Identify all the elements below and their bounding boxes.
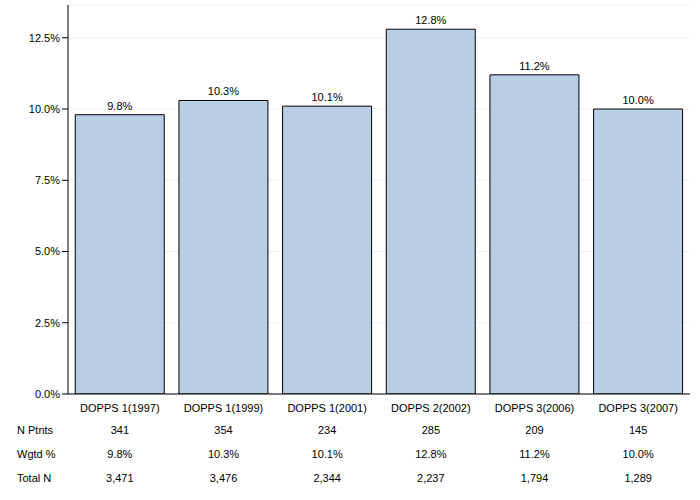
svg-text:0.0%: 0.0% xyxy=(35,388,60,400)
svg-text:209: 209 xyxy=(525,424,543,436)
svg-text:11.2%: 11.2% xyxy=(519,448,550,460)
svg-text:DOPPS 2(2002): DOPPS 2(2002) xyxy=(391,402,470,414)
svg-text:3,471: 3,471 xyxy=(106,472,134,484)
svg-text:354: 354 xyxy=(214,424,232,436)
svg-text:10.3%: 10.3% xyxy=(208,85,239,97)
svg-text:11.2%: 11.2% xyxy=(519,60,550,72)
svg-text:DOPPS 1(1999): DOPPS 1(1999) xyxy=(184,402,263,414)
svg-text:2,237: 2,237 xyxy=(417,472,445,484)
svg-text:145: 145 xyxy=(629,424,647,436)
svg-text:Wgtd %: Wgtd % xyxy=(17,448,56,460)
svg-text:2,344: 2,344 xyxy=(313,472,341,484)
svg-text:DOPPS 3(2006): DOPPS 3(2006) xyxy=(495,402,574,414)
svg-text:9.8%: 9.8% xyxy=(107,448,132,460)
svg-text:341: 341 xyxy=(111,424,129,436)
svg-text:10.0%: 10.0% xyxy=(29,103,60,115)
svg-text:285: 285 xyxy=(422,424,440,436)
svg-text:N Ptnts: N Ptnts xyxy=(17,424,54,436)
svg-text:234: 234 xyxy=(318,424,336,436)
svg-text:DOPPS 3(2007): DOPPS 3(2007) xyxy=(598,402,677,414)
svg-text:1,289: 1,289 xyxy=(624,472,652,484)
svg-text:3,476: 3,476 xyxy=(210,472,238,484)
svg-text:5.0%: 5.0% xyxy=(35,245,60,257)
svg-text:2.5%: 2.5% xyxy=(35,317,60,329)
svg-text:Total N: Total N xyxy=(17,472,51,484)
svg-text:10.1%: 10.1% xyxy=(311,91,342,103)
svg-text:10.0%: 10.0% xyxy=(623,448,654,460)
svg-text:1,794: 1,794 xyxy=(521,472,549,484)
svg-text:12.8%: 12.8% xyxy=(415,14,446,26)
svg-text:DOPPS 1(1997): DOPPS 1(1997) xyxy=(80,402,159,414)
svg-text:7.5%: 7.5% xyxy=(35,174,60,186)
svg-text:10.1%: 10.1% xyxy=(312,448,343,460)
svg-text:10.3%: 10.3% xyxy=(208,448,239,460)
svg-text:9.8%: 9.8% xyxy=(107,100,132,112)
svg-text:12.8%: 12.8% xyxy=(415,448,446,460)
svg-text:DOPPS 1(2001): DOPPS 1(2001) xyxy=(287,402,366,414)
svg-text:10.0%: 10.0% xyxy=(622,94,653,106)
svg-text:12.5%: 12.5% xyxy=(29,32,60,44)
